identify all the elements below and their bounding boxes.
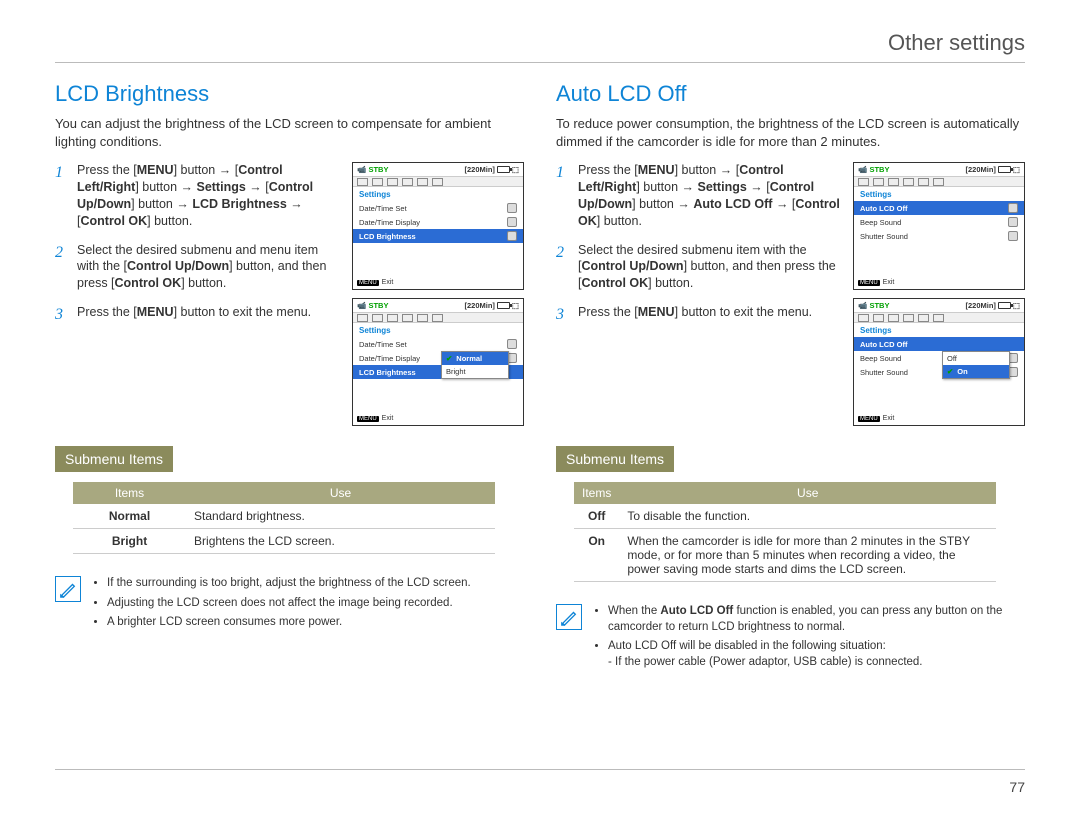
page-number: 77 [1009, 779, 1025, 795]
note-left-2: Adjusting the LCD screen does not affect… [107, 596, 471, 612]
col-left: LCD Brightness You can adjust the bright… [55, 81, 524, 674]
note-right-1: When the Auto LCD Off function is enable… [608, 604, 1025, 635]
col-right: Auto LCD Off To reduce power consumption… [556, 81, 1025, 674]
submenu-header-left: Submenu Items [55, 446, 173, 472]
steps-wrap-right: Press the [MENU] button → [Control Left/… [556, 162, 1025, 426]
step-right-3: Press the [MENU] button to exit the menu… [556, 304, 843, 321]
page-title: Other settings [55, 30, 1025, 56]
step-right-2: Select the desired submenu item with the… [556, 242, 843, 293]
steps-wrap-left: Press the [MENU] button → [Control Left/… [55, 162, 524, 426]
intro-left: You can adjust the brightness of the LCD… [55, 115, 524, 150]
heading-lcd-brightness: LCD Brightness [55, 81, 524, 107]
note-left-1: If the surrounding is too bright, adjust… [107, 576, 471, 592]
submenu-header-right: Submenu Items [556, 446, 674, 472]
top-rule [55, 62, 1025, 63]
heading-auto-lcd-off: Auto LCD Off [556, 81, 1025, 107]
step-left-3: Press the [MENU] button to exit the menu… [55, 304, 342, 321]
submenu-popup-right: Off ✔On [942, 351, 1010, 379]
screenshot-right-2: 📹 STBY[220Min] ⬚ Settings Auto LCD Off B… [853, 298, 1025, 426]
screenshot-right-1: 📹 STBY[220Min] ⬚ Settings Auto LCD Off B… [853, 162, 1025, 290]
note-icon [556, 604, 582, 630]
note-icon [55, 576, 81, 602]
step-right-1: Press the [MENU] button → [Control Left/… [556, 162, 843, 230]
shots-left: 📹 STBY[220Min] ⬚ Settings Date/Time Set … [352, 162, 524, 426]
columns: LCD Brightness You can adjust the bright… [55, 81, 1025, 674]
shots-right: 📹 STBY[220Min] ⬚ Settings Auto LCD Off B… [853, 162, 1025, 426]
note-right: When the Auto LCD Off function is enable… [556, 604, 1025, 674]
step-left-2: Select the desired submenu and menu item… [55, 242, 342, 293]
screenshot-left-1: 📹 STBY[220Min] ⬚ Settings Date/Time Set … [352, 162, 524, 290]
note-left: If the surrounding is too bright, adjust… [55, 576, 524, 635]
table-right: ItemsUse OffTo disable the function. OnW… [574, 482, 996, 582]
note-left-3: A brighter LCD screen consumes more powe… [107, 615, 471, 631]
steps-right: Press the [MENU] button → [Control Left/… [556, 162, 843, 426]
table-left: ItemsUse NormalStandard brightness. Brig… [73, 482, 495, 554]
intro-right: To reduce power consumption, the brightn… [556, 115, 1025, 150]
steps-left: Press the [MENU] button → [Control Left/… [55, 162, 342, 426]
screenshot-left-2: 📹 STBY[220Min] ⬚ Settings Date/Time Set … [352, 298, 524, 426]
submenu-popup-left: ✔Normal Bright [441, 351, 509, 379]
note-right-2: Auto LCD Off will be disabled in the fol… [608, 639, 1025, 670]
step-left-1: Press the [MENU] button → [Control Left/… [55, 162, 342, 230]
